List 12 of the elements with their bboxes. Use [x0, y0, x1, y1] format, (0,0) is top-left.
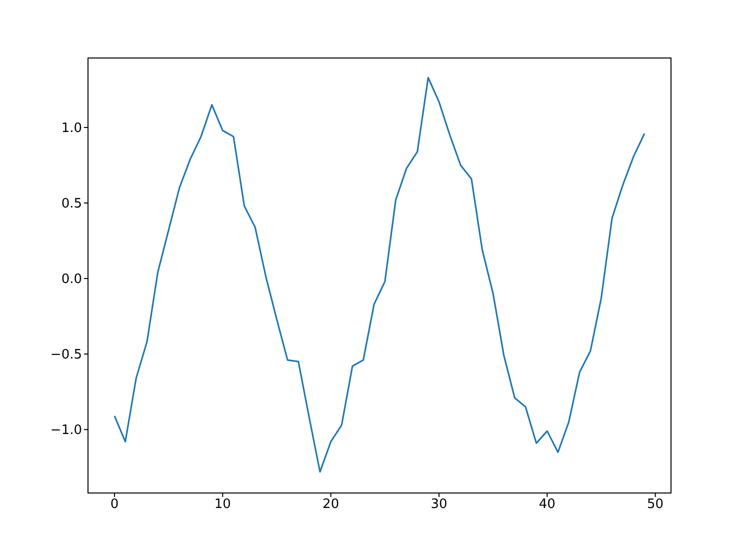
line-series — [114, 76, 646, 473]
x-tick-label: 20 — [322, 497, 340, 512]
y-tick-label: −0.5 — [50, 348, 82, 363]
x-tick-label: 0 — [110, 497, 119, 512]
x-tick-label: 10 — [214, 497, 231, 512]
y-tick-label: 0.0 — [61, 272, 82, 288]
y-tick-label: 1.0 — [61, 121, 82, 136]
y-tick-label: 0.5 — [61, 196, 82, 212]
x-tick-label: 40 — [538, 497, 556, 512]
y-tick-label: −1.0 — [50, 423, 82, 438]
x-tick-label: 30 — [430, 497, 448, 512]
x-tick-label: 50 — [647, 497, 664, 512]
